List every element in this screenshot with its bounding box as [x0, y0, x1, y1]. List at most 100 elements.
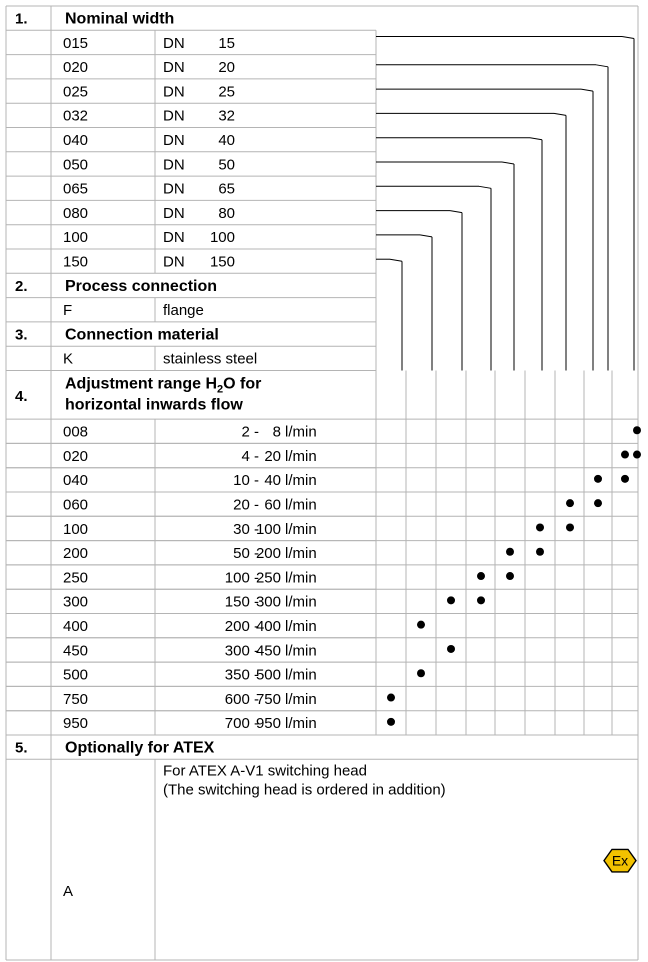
- range-from: 20 -: [233, 496, 259, 513]
- nominal-width-dn: DN: [163, 181, 185, 198]
- range-to: 400: [256, 618, 281, 635]
- nominal-width-dn: DN: [163, 35, 185, 52]
- availability-dot: [447, 596, 455, 605]
- section-number: 3.: [15, 326, 28, 343]
- nominal-width-code: 040: [63, 132, 88, 149]
- range-to: 40: [264, 472, 281, 489]
- availability-dot: [477, 572, 485, 581]
- range-to: 100: [256, 521, 281, 538]
- section-title-part: O for: [223, 376, 261, 393]
- range-code: 040: [63, 472, 88, 489]
- nominal-width-size: 50: [218, 156, 235, 173]
- nominal-width-size: 40: [218, 132, 235, 149]
- nominal-width-dn: DN: [163, 83, 185, 100]
- range-unit: l/min: [285, 424, 317, 441]
- section-number: 4.: [15, 388, 28, 405]
- nominal-width-size: 32: [218, 108, 235, 125]
- nominal-width-size: 100: [210, 229, 235, 246]
- nominal-width-size: 80: [218, 205, 235, 222]
- nominal-width-size: 150: [210, 253, 235, 270]
- range-unit: l/min: [285, 521, 317, 538]
- availability-dot: [387, 693, 395, 702]
- availability-dot: [621, 474, 629, 483]
- section-title: Connection material: [65, 326, 219, 343]
- availability-dot: [417, 669, 425, 678]
- range-code: 008: [63, 424, 88, 441]
- range-unit: l/min: [285, 545, 317, 562]
- atex-code: A: [63, 883, 73, 900]
- leader-line: [501, 161, 515, 165]
- nominal-width-dn: DN: [163, 156, 185, 173]
- section-title: Nominal width: [65, 10, 174, 27]
- range-code: 500: [63, 667, 88, 684]
- process-connection-label: flange: [163, 302, 204, 319]
- availability-dot: [477, 596, 485, 605]
- atex-line1: For ATEX A-V1 switching head: [163, 762, 367, 779]
- leader-line: [553, 112, 567, 116]
- range-code: 250: [63, 569, 88, 586]
- range-to: 20: [264, 448, 281, 465]
- availability-dot: [633, 450, 641, 459]
- range-code: 950: [63, 715, 88, 732]
- availability-dot: [621, 450, 629, 459]
- section-number: 2.: [15, 278, 28, 295]
- range-to: 8: [273, 424, 281, 441]
- nominal-width-code: 150: [63, 253, 88, 270]
- range-from: 600 -: [225, 691, 259, 708]
- range-to: 450: [256, 642, 281, 659]
- range-unit: l/min: [285, 594, 317, 611]
- nominal-width-dn: DN: [163, 229, 185, 246]
- range-from: 2 -: [241, 424, 259, 441]
- nominal-width-size: 20: [218, 59, 235, 76]
- availability-dot: [506, 547, 514, 556]
- availability-dot: [594, 499, 602, 508]
- availability-dot: [594, 474, 602, 483]
- section-title-part: Adjustment range H: [65, 376, 217, 393]
- connection-material-label: stainless steel: [163, 351, 257, 368]
- availability-dot: [447, 644, 455, 653]
- leader-line: [419, 234, 433, 238]
- range-code: 060: [63, 496, 88, 513]
- ex-hexagon-icon: [603, 848, 637, 873]
- availability-dot: [536, 523, 544, 532]
- leader-line: [449, 210, 463, 214]
- range-to: 60: [264, 496, 281, 513]
- atex-line2: (The switching head is ordered in additi…: [163, 781, 446, 798]
- range-from: 200 -: [225, 618, 259, 635]
- nominal-width-dn: DN: [163, 59, 185, 76]
- range-from: 350 -: [225, 667, 259, 684]
- range-from: 30 -: [233, 521, 259, 538]
- nominal-width-size: 15: [218, 35, 235, 52]
- availability-dot: [566, 499, 574, 508]
- nominal-width-code: 025: [63, 83, 88, 100]
- nominal-width-size: 25: [218, 83, 235, 100]
- section-title: Process connection: [65, 278, 217, 295]
- range-to: 200: [256, 545, 281, 562]
- section-title-line2: horizontal inwards flow: [65, 397, 243, 414]
- range-to: 250: [256, 569, 281, 586]
- section-title: Optionally for ATEX: [65, 739, 215, 756]
- nominal-width-dn: DN: [163, 132, 185, 149]
- nominal-width-code: 015: [63, 35, 88, 52]
- leader-line: [580, 88, 594, 92]
- section-number: 5.: [15, 739, 28, 756]
- range-to: 750: [256, 691, 281, 708]
- range-unit: l/min: [285, 569, 317, 586]
- nominal-width-code: 020: [63, 59, 88, 76]
- nominal-width-code: 032: [63, 108, 88, 125]
- range-unit: l/min: [285, 472, 317, 489]
- range-unit: l/min: [285, 715, 317, 732]
- section-title-subscript: 2: [217, 384, 223, 396]
- nominal-width-code: 065: [63, 181, 88, 198]
- leader-line: [595, 64, 609, 68]
- leader-line: [478, 185, 492, 189]
- range-to: 300: [256, 594, 281, 611]
- range-code: 020: [63, 448, 88, 465]
- range-code: 400: [63, 618, 88, 635]
- process-connection-code: F: [63, 302, 72, 319]
- range-unit: l/min: [285, 618, 317, 635]
- nominal-width-dn: DN: [163, 253, 185, 270]
- range-code: 200: [63, 545, 88, 562]
- leader-line: [529, 137, 543, 141]
